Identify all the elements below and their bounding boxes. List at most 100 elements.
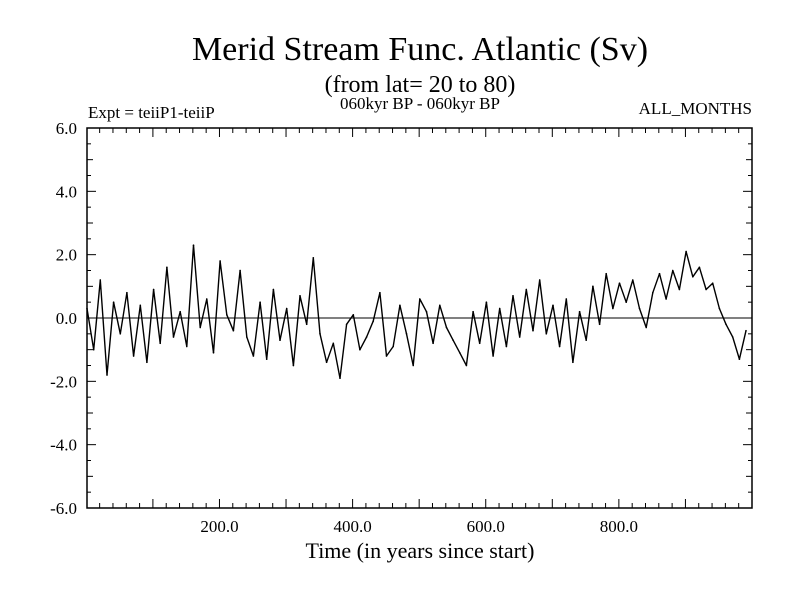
data-point (312, 257, 315, 259)
data-point (552, 304, 554, 307)
x-tick-label: 200.0 (200, 517, 238, 536)
data-point (239, 269, 241, 272)
data-point (512, 295, 514, 297)
period-label: 060kyr BP - 060kyr BP (340, 94, 500, 113)
data-point (259, 301, 261, 304)
data-point (538, 279, 541, 281)
data-point (445, 326, 448, 329)
data-point (598, 323, 601, 326)
data-point (146, 361, 148, 364)
data-point (498, 307, 501, 310)
x-axis-label: Time (in years since start) (306, 538, 535, 563)
data-point (345, 323, 348, 326)
data-point (139, 304, 142, 307)
chart-title: Merid Stream Func. Atlantic (Sv) (192, 31, 648, 68)
data-point (106, 374, 108, 376)
data-point (172, 336, 175, 338)
data-point (179, 310, 181, 313)
data-point (452, 339, 454, 342)
data-point (738, 358, 741, 361)
data-point (192, 244, 195, 246)
x-axis: 200.0 400.0 600.0 800.0 (99, 128, 740, 536)
data-point (392, 345, 395, 348)
data-point (465, 364, 468, 367)
data-point (252, 355, 255, 357)
data-point (545, 333, 548, 335)
data-point (292, 364, 295, 367)
data-point (478, 342, 481, 345)
data-point (718, 307, 721, 310)
data-point (685, 250, 687, 253)
data-point (399, 304, 401, 307)
data-point (285, 307, 288, 310)
chart-subtitle: (from lat= 20 to 80) (325, 72, 516, 98)
data-point (532, 329, 534, 332)
data-point (305, 323, 308, 326)
data-point (152, 288, 155, 291)
data-point (226, 314, 228, 316)
data-point (206, 298, 208, 300)
data-point (638, 307, 641, 310)
data-point (339, 377, 341, 380)
data-point (632, 279, 634, 281)
y-tick-label: 2.0 (56, 246, 77, 265)
data-point (352, 314, 355, 316)
data-point (612, 307, 614, 310)
data-point (518, 336, 521, 338)
data-point (92, 348, 95, 351)
y-tick-label: -2.0 (50, 372, 77, 391)
data-point (692, 276, 694, 278)
data-point (126, 291, 128, 294)
data-point (472, 310, 474, 313)
series-line (86, 244, 747, 379)
data-point (725, 323, 727, 326)
data-point (492, 355, 494, 357)
data-point (711, 282, 714, 285)
data-point (558, 345, 561, 348)
data-point (578, 310, 581, 313)
data-point (585, 339, 587, 342)
data-point (99, 279, 102, 281)
data-point (265, 358, 268, 361)
y-tick-label: 0.0 (56, 309, 77, 328)
data-point (419, 298, 421, 300)
data-point (572, 361, 574, 364)
y-tick-label: 6.0 (56, 119, 77, 138)
data-point (698, 266, 701, 269)
data-point (731, 336, 734, 338)
data-point (565, 298, 568, 300)
data-point (246, 336, 248, 338)
data-point (132, 355, 135, 357)
data-point (212, 352, 215, 354)
data-point (166, 266, 168, 269)
data-point (652, 291, 654, 294)
data-point (439, 304, 441, 307)
data-point (332, 342, 335, 345)
data-point (432, 342, 434, 345)
data-point (672, 269, 674, 272)
data-point (645, 326, 647, 329)
data-point (592, 285, 594, 288)
data-point (186, 345, 188, 348)
y-tick-label: 4.0 (56, 182, 77, 201)
data-point (658, 272, 661, 275)
data-point (299, 295, 301, 297)
data-point (112, 301, 115, 304)
data-point (412, 364, 415, 367)
data-point (159, 342, 161, 345)
data-point (385, 355, 388, 357)
data-point (625, 301, 627, 304)
data-point (459, 352, 461, 354)
data-point (119, 333, 122, 335)
data-point (485, 301, 488, 304)
data-point (678, 288, 681, 291)
data-point (505, 345, 508, 348)
data-point (325, 361, 328, 364)
data-point (199, 326, 201, 329)
data-point (279, 339, 281, 342)
data-point (665, 298, 667, 300)
data-point (232, 329, 235, 332)
data-point (745, 329, 747, 332)
data-point (525, 288, 528, 291)
